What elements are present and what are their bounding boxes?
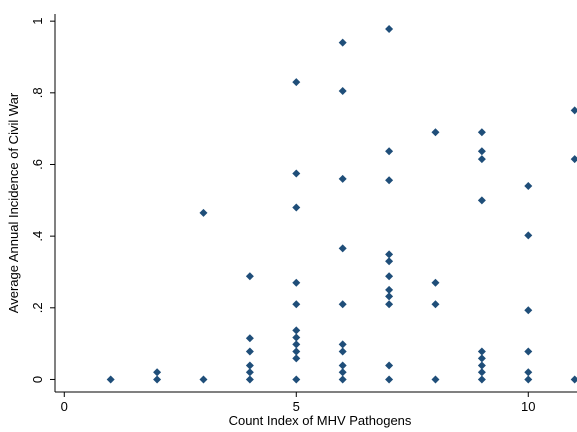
- point: [477, 128, 486, 137]
- point: [477, 155, 486, 164]
- point: [385, 147, 394, 156]
- point: [292, 326, 301, 335]
- point: [385, 375, 394, 384]
- point: [292, 300, 301, 309]
- point: [524, 231, 533, 240]
- point: [524, 306, 533, 315]
- point: [199, 375, 208, 384]
- point: [106, 375, 115, 384]
- point: [431, 278, 440, 287]
- point: [385, 285, 394, 294]
- point: [431, 300, 440, 309]
- point: [385, 300, 394, 309]
- point: [245, 368, 254, 377]
- point: [338, 87, 347, 96]
- point: [292, 78, 301, 87]
- y-tick-label: 0: [30, 376, 45, 383]
- x-axis-label: Count Index of MHV Pathogens: [229, 413, 412, 428]
- point: [245, 361, 254, 370]
- point: [153, 368, 162, 377]
- point: [570, 155, 577, 164]
- point: [477, 147, 486, 156]
- point: [338, 347, 347, 356]
- point: [245, 272, 254, 281]
- point: [385, 176, 394, 185]
- point: [245, 375, 254, 384]
- point: [292, 340, 301, 349]
- point: [338, 244, 347, 253]
- point: [431, 375, 440, 384]
- point: [338, 174, 347, 183]
- y-tick-label: .2: [30, 302, 45, 313]
- point: [245, 347, 254, 356]
- point: [524, 347, 533, 356]
- point: [292, 375, 301, 384]
- point: [477, 354, 486, 363]
- point: [338, 340, 347, 349]
- point: [338, 300, 347, 309]
- point: [385, 361, 394, 370]
- point: [292, 203, 301, 212]
- point: [524, 181, 533, 190]
- point: [199, 208, 208, 217]
- point: [524, 368, 533, 377]
- point: [292, 278, 301, 287]
- point: [338, 361, 347, 370]
- point: [385, 292, 394, 301]
- point: [524, 375, 533, 384]
- point: [431, 128, 440, 137]
- y-tick-label: 1: [30, 18, 45, 25]
- point: [385, 250, 394, 259]
- point: [570, 375, 577, 384]
- point: [477, 361, 486, 370]
- y-axis-label: Average Annual Incidence of Civil War: [6, 92, 21, 313]
- point: [338, 368, 347, 377]
- point: [570, 106, 577, 115]
- point: [338, 38, 347, 47]
- point: [477, 375, 486, 384]
- point: [477, 368, 486, 377]
- x-tick-label: 10: [521, 399, 535, 414]
- point: [292, 354, 301, 363]
- y-tick-label: .6: [30, 159, 45, 170]
- y-tick-label: .8: [30, 87, 45, 98]
- point: [338, 375, 347, 384]
- x-tick-label: 0: [61, 399, 68, 414]
- point: [385, 25, 394, 34]
- y-tick-label: .4: [30, 231, 45, 242]
- x-tick-label: 5: [293, 399, 300, 414]
- point: [385, 257, 394, 266]
- point: [292, 347, 301, 356]
- point: [245, 334, 254, 343]
- point: [477, 196, 486, 205]
- point: [292, 169, 301, 178]
- point: [385, 272, 394, 281]
- point: [292, 333, 301, 342]
- point: [477, 347, 486, 356]
- point: [153, 375, 162, 384]
